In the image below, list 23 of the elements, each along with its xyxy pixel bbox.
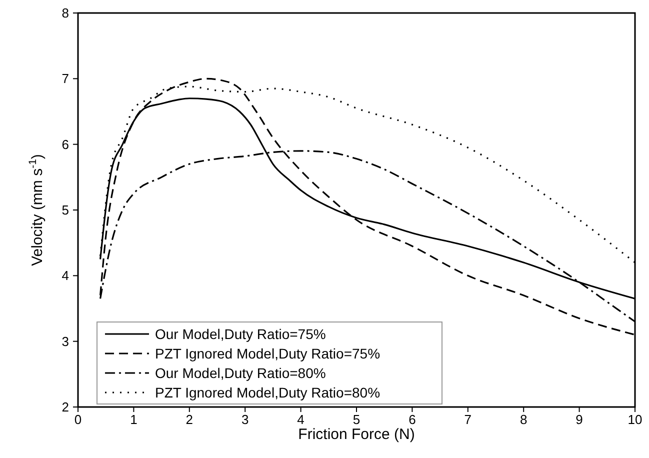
- legend-label: PZT Ignored Model,Duty Ratio=80%: [155, 384, 380, 400]
- x-tick-label: 10: [628, 412, 642, 427]
- legend-label: Our Model,Duty Ratio=80%: [155, 365, 326, 381]
- x-tick-label: 6: [408, 412, 416, 427]
- y-tick-label: 2: [62, 400, 69, 414]
- x-tick-label: 0: [74, 412, 82, 427]
- x-tick-label: 2: [186, 412, 194, 427]
- x-tick-label: 5: [352, 412, 360, 427]
- legend-label: PZT Ignored Model,Duty Ratio=75%: [155, 346, 380, 362]
- x-tick-label: 1: [130, 412, 138, 427]
- x-tick-label: 3: [241, 412, 249, 427]
- x-tick-label: 4: [297, 412, 304, 427]
- x-tick-label: 9: [576, 412, 583, 427]
- y-tick-label: 6: [62, 136, 69, 152]
- y-tick-label: 4: [62, 268, 69, 284]
- y-tick-label: 3: [62, 334, 69, 349]
- x-tick-label: 8: [520, 412, 528, 427]
- legend-label: Our Model,Duty Ratio=75%: [155, 326, 326, 342]
- y-tick-label: 7: [62, 71, 69, 86]
- y-tick-label: 5: [62, 202, 69, 218]
- x-tick-label: 7: [464, 412, 472, 427]
- x-axis-title: Friction Force (N): [298, 426, 415, 443]
- y-tick-label: 8: [62, 6, 69, 20]
